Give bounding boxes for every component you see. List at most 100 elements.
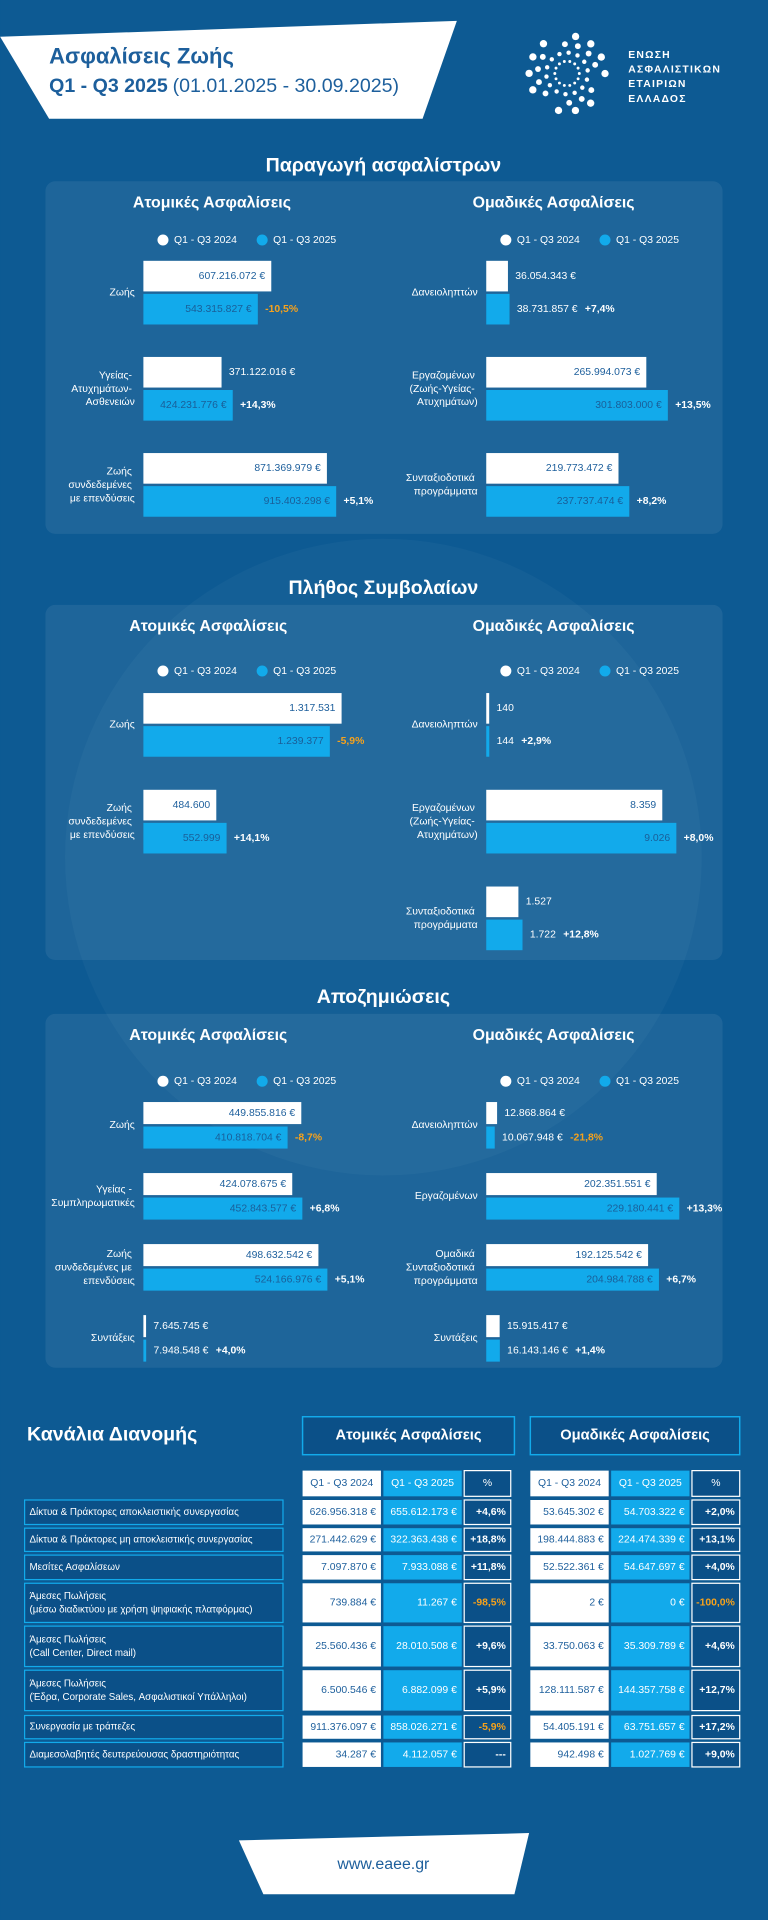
value-label: 219.773.472 € bbox=[546, 463, 613, 474]
change-label: +5,1% bbox=[335, 1274, 365, 1285]
bar bbox=[486, 260, 508, 292]
value-label: 12.868.864 € bbox=[504, 1108, 565, 1119]
row-label-box bbox=[24, 1499, 284, 1526]
cell-box bbox=[530, 1583, 609, 1623]
value-label: 371.122.016 € bbox=[229, 367, 296, 378]
cell: 655.612.173 € bbox=[390, 1507, 457, 1518]
cell: +5,9% bbox=[476, 1685, 506, 1696]
logo-dot bbox=[553, 72, 557, 75]
value-label: 424.078.675 € bbox=[220, 1179, 287, 1190]
bar bbox=[143, 1315, 147, 1338]
cell-box bbox=[691, 1714, 741, 1740]
logo-dot bbox=[562, 60, 566, 64]
category-label: Ζωής συνδεδεμένες με επενδύσεις bbox=[55, 1248, 135, 1287]
legend-swatch bbox=[500, 665, 512, 677]
bar bbox=[486, 390, 668, 421]
category-label: Ζωής συνδεδεμένες με επενδύσεις bbox=[68, 465, 134, 504]
logo-dot bbox=[535, 66, 541, 72]
bar bbox=[486, 789, 663, 821]
change-label: -5,9% bbox=[337, 736, 364, 747]
legend-label: Q1 - Q3 2024 bbox=[174, 666, 237, 677]
row-label: Δίκτυα & Πράκτορες αποκλειστικής συνεργα… bbox=[30, 1507, 240, 1518]
cell: 322.363.438 € bbox=[390, 1535, 457, 1546]
chart-title: Ομαδικές Ασφαλίσεις bbox=[473, 618, 635, 635]
cell: +12,7% bbox=[699, 1685, 735, 1696]
cell: 7.933.088 € bbox=[402, 1562, 457, 1573]
cell: 11.267 € bbox=[417, 1598, 457, 1609]
cell: +11,8% bbox=[471, 1562, 506, 1573]
bar bbox=[486, 1126, 495, 1149]
cell: 128.111.587 € bbox=[539, 1685, 604, 1696]
legend-swatch bbox=[500, 234, 512, 246]
chart-title: Ατομικές Ασφαλίσεις bbox=[129, 1027, 287, 1044]
cell-box bbox=[302, 1555, 381, 1580]
change-label: +14,3% bbox=[240, 400, 276, 411]
cell-box bbox=[383, 1528, 462, 1552]
bar bbox=[486, 356, 647, 388]
logo-dot bbox=[562, 83, 566, 87]
logo-dot bbox=[544, 74, 549, 79]
logo-text: ΑΣΦΑΛΙΣΤΙΚΩΝ bbox=[628, 65, 721, 76]
cell-box bbox=[383, 1583, 462, 1623]
logo bbox=[525, 32, 609, 115]
cell-box bbox=[611, 1555, 690, 1580]
column-header: Q1 - Q3 2025 bbox=[391, 1478, 454, 1489]
cell-box bbox=[302, 1742, 381, 1767]
legend-label: Q1 - Q3 2024 bbox=[517, 235, 580, 246]
cell: +4,6% bbox=[705, 1641, 735, 1652]
bar bbox=[486, 1244, 649, 1267]
logo-dot bbox=[597, 53, 605, 61]
chart-title: Ομαδικές Ασφαλίσεις bbox=[473, 1027, 635, 1044]
cell: -100,0% bbox=[696, 1598, 735, 1609]
row-label-box bbox=[24, 1554, 284, 1581]
row-label: Διαμεσολαβητές δευτερεύουσας δραστηριότη… bbox=[30, 1749, 240, 1760]
cell: 6.500.546 € bbox=[321, 1685, 376, 1696]
cell-box bbox=[691, 1582, 741, 1624]
logo-dot bbox=[529, 86, 537, 94]
column-header-box bbox=[302, 1470, 381, 1497]
bar bbox=[143, 486, 337, 517]
change-label: +13,5% bbox=[675, 400, 711, 411]
logo-dot bbox=[573, 62, 577, 66]
bar bbox=[143, 390, 233, 421]
cell-box bbox=[463, 1741, 512, 1768]
cell-box bbox=[463, 1527, 512, 1553]
header-title: Ασφαλίσεις Ζωής bbox=[49, 43, 234, 68]
group-header: Ατομικές Ασφαλίσεις bbox=[336, 1428, 482, 1444]
change-label: -10,5% bbox=[265, 304, 298, 315]
cell-box bbox=[383, 1626, 462, 1667]
bar bbox=[486, 1102, 498, 1125]
change-label: +5,1% bbox=[344, 496, 374, 507]
cell-box bbox=[302, 1715, 381, 1739]
column-header-box bbox=[691, 1470, 741, 1497]
bar bbox=[486, 1268, 659, 1291]
table-title: Κανάλια Διανομής bbox=[27, 1423, 197, 1445]
legend-label: Q1 - Q3 2025 bbox=[273, 1076, 336, 1087]
row-label-box bbox=[24, 1527, 284, 1553]
legend-label: Q1 - Q3 2025 bbox=[616, 1076, 679, 1087]
row-label: Άμεσες Πωλήσεις (Call Center, Direct mai… bbox=[30, 1634, 137, 1658]
row-label-box bbox=[24, 1625, 284, 1668]
legend-swatch bbox=[500, 1075, 512, 1087]
column-header-box bbox=[463, 1470, 512, 1497]
value-label: 424.231.776 € bbox=[160, 400, 227, 411]
bar bbox=[143, 356, 222, 388]
category-label: Εργαζομένων (Ζωής-Υγείας- Ατυχημάτων) bbox=[410, 802, 478, 841]
logo-dot bbox=[563, 92, 568, 97]
cell-box bbox=[383, 1500, 462, 1525]
change-label: +8,2% bbox=[637, 496, 667, 507]
cell: 224.474.339 € bbox=[618, 1535, 685, 1546]
bar bbox=[486, 1339, 500, 1362]
cell: +2,0% bbox=[705, 1507, 735, 1518]
row-label: Συνεργασία με τράπεζες bbox=[30, 1722, 136, 1733]
value-label: 237.737.474 € bbox=[557, 496, 624, 507]
logo-dot bbox=[576, 66, 580, 70]
cell-box bbox=[691, 1741, 741, 1768]
logo-text: ΕΝΩΣΗ bbox=[628, 50, 671, 61]
section-title: Αποζημιώσεις bbox=[317, 986, 450, 1008]
change-label: +13,3% bbox=[687, 1203, 723, 1214]
logo-dot bbox=[557, 62, 561, 66]
value-label: 524.166.976 € bbox=[255, 1274, 322, 1285]
